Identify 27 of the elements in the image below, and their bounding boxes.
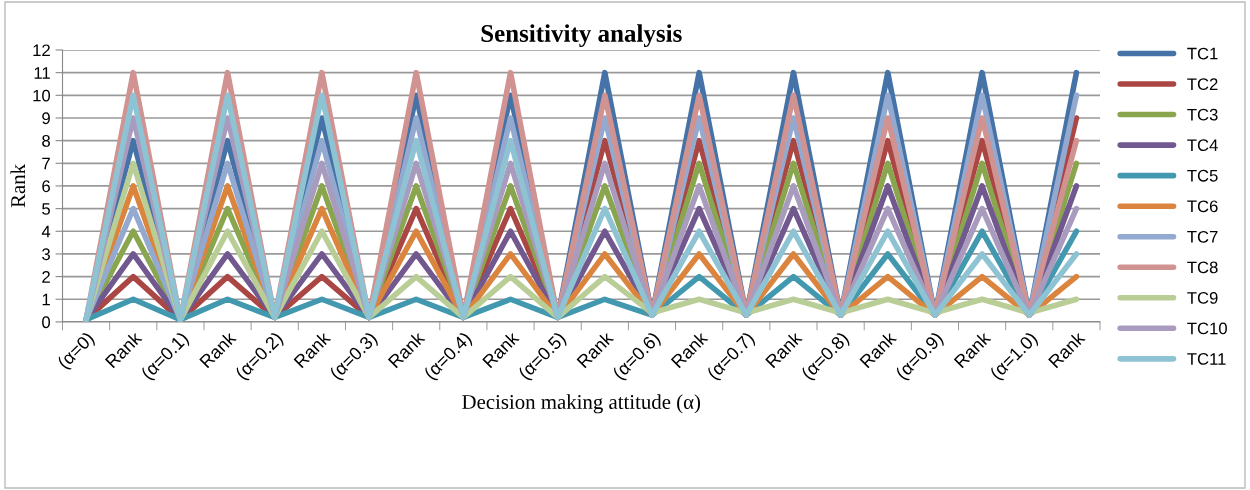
y-tick-label: 11 — [34, 67, 50, 79]
legend-label: TC7 — [1187, 230, 1218, 243]
x-axis-title: Decision making attitude (α) — [462, 394, 701, 414]
legend-label: TC10 — [1187, 322, 1227, 335]
y-tick-label: 9 — [42, 112, 50, 125]
y-tick-label: 4 — [41, 225, 51, 238]
chart-title: Sensitivity analysis — [481, 24, 682, 48]
y-tick-label: 1 — [42, 293, 50, 306]
legend-label: TC9 — [1187, 291, 1218, 304]
y-tick-label: 3 — [42, 248, 50, 261]
y-tick-label: 2 — [42, 271, 50, 283]
legend-label: TC3 — [1187, 108, 1218, 121]
legend-label: TC1 — [1187, 47, 1218, 60]
y-axis-title: Rank — [10, 163, 26, 208]
y-tick-label: 8 — [42, 135, 50, 147]
y-tick-label: 6 — [42, 180, 50, 193]
legend-label: TC6 — [1187, 200, 1218, 213]
legend-label: TC5 — [1187, 169, 1218, 182]
y-tick-label: 7 — [42, 157, 50, 170]
legend-label: TC4 — [1187, 139, 1218, 152]
y-tick-label: 12 — [33, 44, 50, 57]
y-tick-label: 0 — [42, 316, 51, 329]
legend-label: TC11 — [1187, 353, 1226, 365]
legend-label: TC2 — [1187, 78, 1218, 91]
legend-label: TC8 — [1187, 261, 1218, 274]
y-tick-label: 5 — [42, 203, 50, 215]
y-tick-label: 10 — [33, 89, 51, 102]
